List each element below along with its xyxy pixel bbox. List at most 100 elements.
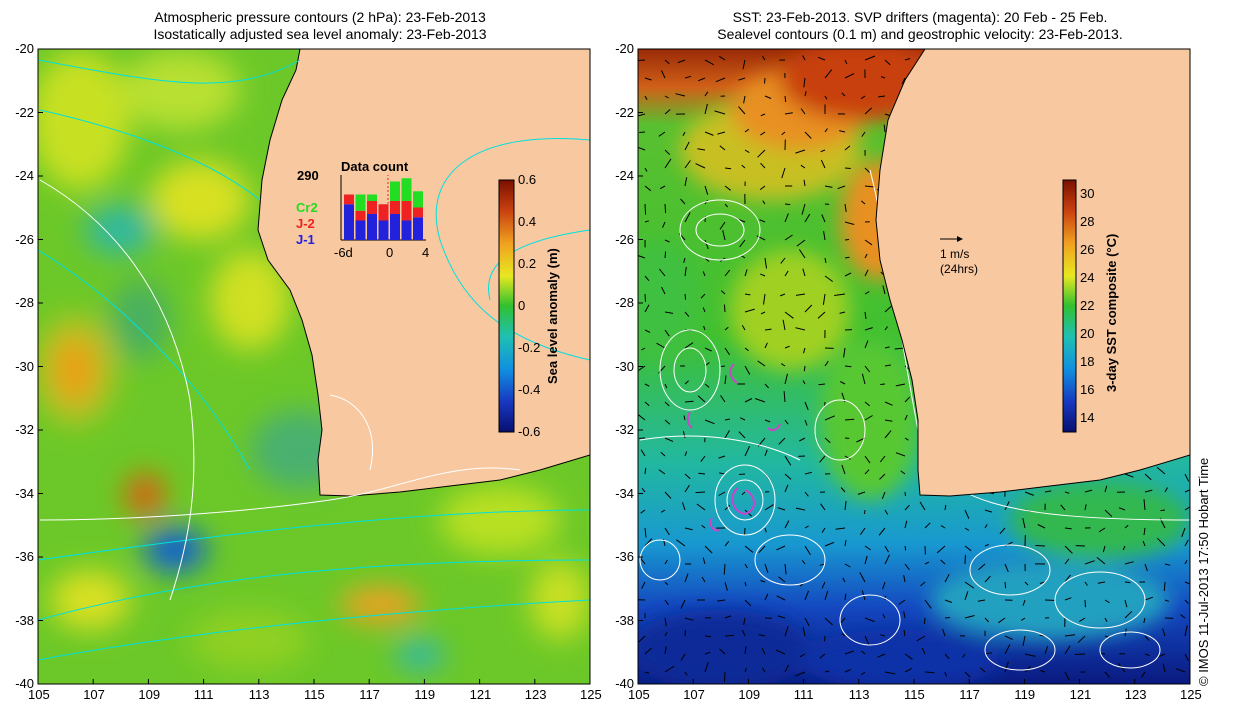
velocity-arrow: [1181, 527, 1186, 537]
velocity-arrow: [964, 591, 969, 601]
velocity-arrow: [804, 545, 811, 556]
velocity-arrow: [799, 437, 806, 442]
velocity-arrow: [882, 581, 886, 590]
velocity-arrow: [900, 470, 906, 475]
velocity-arrow: [680, 599, 686, 609]
velocity-arrow: [803, 347, 806, 354]
data-count-bar-segment: [390, 181, 400, 201]
velocity-arrow: [764, 527, 767, 533]
velocity-arrow: [739, 239, 746, 248]
data-count-x-label-start: -6d: [334, 245, 353, 260]
velocity-arrow: [841, 92, 846, 97]
velocity-arrow: [942, 628, 946, 637]
velocity-arrow: [824, 360, 829, 367]
velocity-arrow: [664, 665, 675, 673]
velocity-arrow: [864, 509, 866, 515]
sla-colorbar-label: Sea level anomaly (m): [545, 248, 560, 384]
x-tick-label: 115: [304, 687, 325, 702]
velocity-arrow: [884, 509, 889, 515]
velocity-arrow: [664, 559, 668, 565]
velocity-arrow: [644, 293, 646, 302]
velocity-arrow: [1160, 509, 1166, 512]
left-title-line1: Atmospheric pressure contours (2 hPa): 2…: [154, 9, 486, 25]
velocity-arrow: [724, 540, 730, 547]
velocity-arrow: [724, 167, 732, 170]
velocity-arrow: [738, 473, 746, 475]
sla-colorbar: [498, 179, 515, 433]
velocity-arrow: [780, 363, 786, 367]
colorbar-tick-label: 14: [1080, 410, 1095, 425]
velocity-arrow: [744, 347, 749, 352]
velocity-arrow: [824, 128, 828, 133]
velocity-arrow: [677, 59, 686, 64]
velocity-arrow: [724, 418, 731, 421]
velocity-arrow: [760, 113, 766, 117]
velocity-arrow: [864, 55, 876, 61]
velocity-arrow: [664, 149, 671, 156]
velocity-arrow: [801, 560, 806, 565]
velocity-arrow: [638, 255, 646, 259]
data-count-title: Data count: [341, 159, 409, 174]
velocity-arrow: [884, 554, 890, 565]
velocity-arrow: [895, 452, 906, 457]
y-tick-label: -20: [615, 41, 634, 56]
velocity-arrow: [924, 561, 930, 565]
velocity-arrow: [880, 76, 886, 79]
velocity-arrow: [864, 107, 873, 115]
velocity-arrow: [784, 625, 789, 637]
velocity-arrow: [804, 419, 808, 426]
data-count-bar-segment: [413, 217, 423, 240]
colorbar-tick-label: 24: [1080, 270, 1095, 285]
velocity-arrow: [1184, 581, 1190, 585]
velocity-arrow: [884, 326, 888, 331]
velocity-arrow: [698, 472, 706, 475]
velocity-arrow: [936, 545, 946, 554]
velocity-arrow: [843, 347, 846, 358]
velocity-arrow: [1035, 545, 1046, 547]
velocity-arrow: [835, 527, 846, 530]
velocity-arrow: [659, 185, 666, 190]
velocity-arrow: [724, 347, 731, 356]
y-tick-label: -28: [15, 295, 34, 310]
velocity-arrow: [999, 527, 1006, 535]
x-tick-label: 121: [469, 687, 492, 702]
velocity-arrow: [798, 249, 806, 259]
x-tick-label: 107: [83, 687, 105, 702]
velocity-arrow: [723, 671, 726, 683]
velocity-arrow: [804, 525, 809, 529]
velocity-arrow: [1144, 596, 1154, 601]
velocity-arrow: [804, 617, 810, 627]
velocity-arrow: [1004, 635, 1013, 640]
data-count-legend-j1: J-1: [296, 232, 315, 247]
velocity-arrow: [664, 239, 670, 243]
velocity-arrow: [864, 327, 873, 331]
velocity-arrow: [803, 179, 806, 187]
y-tick-label: -34: [615, 485, 634, 501]
data-count-bar-segment: [413, 207, 423, 218]
velocity-arrow: [860, 95, 866, 100]
velocity-arrow: [644, 329, 651, 333]
velocity-arrow: [664, 311, 674, 314]
velocity-arrow: [1098, 527, 1106, 533]
velocity-arrow: [782, 319, 786, 331]
velocity-arrow: [1084, 599, 1086, 608]
data-count-x-label-end: 4: [422, 245, 430, 260]
velocity-arrow: [904, 667, 912, 673]
x-tick-label: 111: [193, 687, 214, 702]
velocity-arrow: [1004, 581, 1007, 589]
velocity-arrow: [824, 617, 833, 626]
velocity-arrow: [701, 524, 706, 529]
velocity-arrow: [764, 504, 774, 511]
velocity-arrow: [739, 417, 746, 421]
velocity-arrow: [684, 617, 694, 621]
velocity-arrow: [764, 95, 772, 99]
velocity-arrow: [1084, 581, 1088, 586]
velocity-arrow: [904, 520, 908, 529]
velocity-arrow: [764, 449, 768, 457]
velocity-arrow: [714, 110, 726, 115]
pressure-contours-left: [38, 59, 590, 661]
velocity-arrow: [821, 527, 826, 533]
velocity-arrow: [744, 308, 755, 313]
velocity-arrow: [944, 671, 947, 677]
velocity-arrow: [904, 504, 910, 511]
